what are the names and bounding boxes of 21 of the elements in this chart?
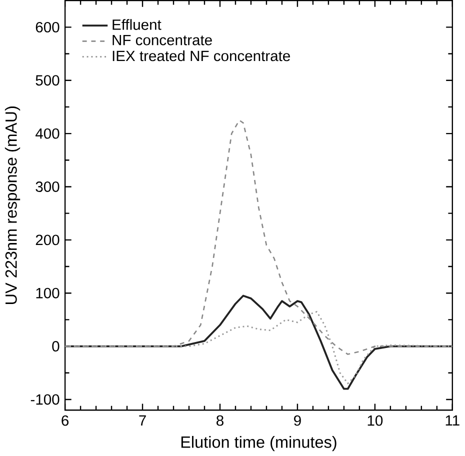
y-tick-label: -100 xyxy=(30,394,60,405)
y-tick-label: 0 xyxy=(52,341,60,352)
legend-label: IEX treated NF concentrate xyxy=(112,50,290,62)
line-series xyxy=(65,310,452,384)
x-tick-label: 7 xyxy=(139,415,146,426)
y-axis-title: UV 223nm response (mAU) xyxy=(4,106,20,304)
y-tick-label: 400 xyxy=(36,128,60,139)
legend-label: NF concentrate xyxy=(112,34,212,46)
y-tick-label: 300 xyxy=(36,181,60,192)
y-tick-label: 100 xyxy=(36,288,60,298)
line-series xyxy=(65,120,452,355)
x-tick-label: 6 xyxy=(62,415,69,426)
x-tick-label: 10 xyxy=(368,415,383,426)
y-tick-label: 600 xyxy=(36,22,60,32)
y-tick-label: 500 xyxy=(36,75,60,86)
x-axis-title: Elution time (minutes) xyxy=(181,436,336,452)
x-tick-label: 11 xyxy=(446,415,460,426)
legend-label: Effluent xyxy=(112,19,162,30)
y-tick-label: 200 xyxy=(36,234,60,246)
x-tick-label: 8 xyxy=(216,415,224,426)
x-tick-label: 9 xyxy=(294,415,301,426)
